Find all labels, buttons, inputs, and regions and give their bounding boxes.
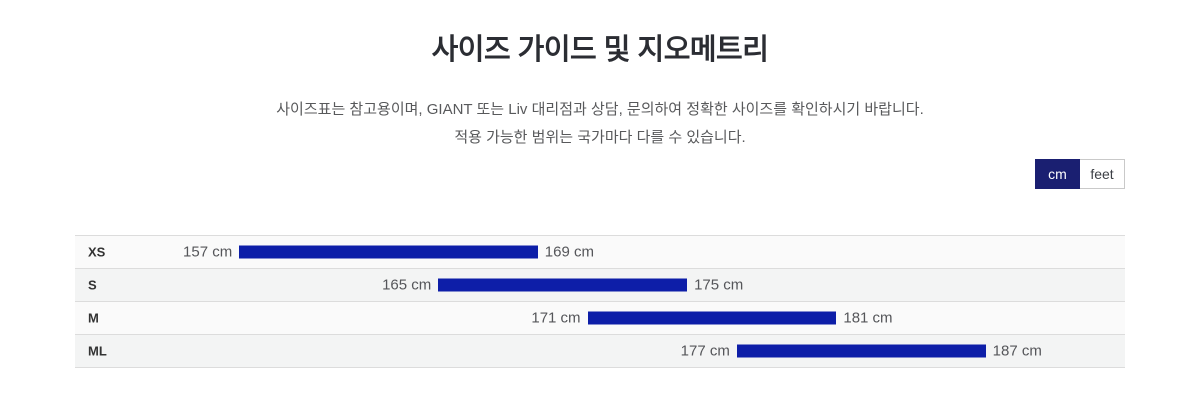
range-min-label: 177 cm (680, 342, 730, 360)
description-line-1: 사이즈표는 참고용이며, GIANT 또는 Liv 대리점과 상담, 문의하여 … (276, 101, 924, 118)
range-min-label: 165 cm (382, 276, 432, 294)
unit-toggle: cm feet (1035, 159, 1125, 189)
size-range-bar (438, 278, 688, 292)
range-max-label: 175 cm (694, 276, 744, 294)
size-label: M (88, 310, 99, 326)
range-min-label: 171 cm (531, 309, 581, 327)
range-max-label: 181 cm (843, 309, 893, 327)
size-chart: XS 157 cm 169 cm S 165 cm 175 cm M 171 c… (75, 235, 1125, 368)
size-row-m: M 171 cm 181 cm (75, 301, 1125, 334)
size-row-s: S 165 cm 175 cm (75, 268, 1125, 301)
range-max-label: 187 cm (992, 342, 1042, 360)
size-range-bar (736, 344, 986, 358)
unit-toggle-wrap: cm feet (0, 159, 1125, 189)
size-range-bar (239, 245, 538, 259)
range-max-label: 169 cm (544, 243, 594, 261)
description-line-2: 적용 가능한 범위는 국가마다 다를 수 있습니다. (454, 129, 746, 146)
size-range-bar (587, 311, 837, 325)
unit-toggle-feet-button[interactable]: feet (1080, 159, 1125, 189)
size-label: S (88, 277, 97, 293)
size-label: ML (88, 343, 107, 359)
page-title: 사이즈 가이드 및 지오메트리 (431, 34, 769, 66)
size-guide-description: 사이즈표는 참고용이며, GIANT 또는 Liv 대리점과 상담, 문의하여 … (0, 96, 1200, 152)
size-row-xs: XS 157 cm 169 cm (75, 235, 1125, 268)
range-min-label: 157 cm (183, 243, 233, 261)
size-label: XS (88, 244, 106, 260)
unit-toggle-cm-button[interactable]: cm (1035, 159, 1080, 189)
size-row-ml: ML 177 cm 187 cm (75, 334, 1125, 368)
